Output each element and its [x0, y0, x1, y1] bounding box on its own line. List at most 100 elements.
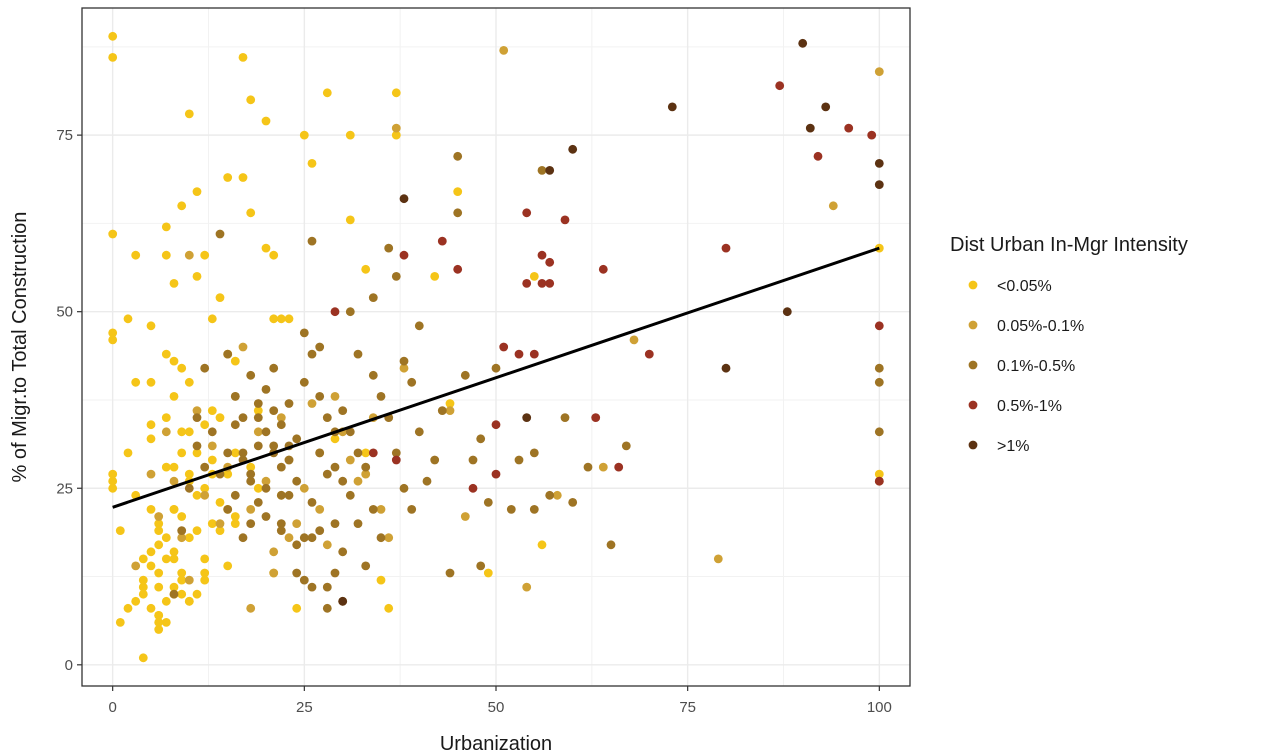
point-0-1-0-5	[345, 490, 355, 500]
point-0-05-0-1	[192, 406, 202, 415]
point-0-05-0-1	[292, 519, 302, 528]
point-gt-1	[805, 123, 815, 133]
legend-key-0-05-0-1	[968, 320, 978, 330]
point-lt-0-05	[215, 413, 225, 422]
point-lt-0-05	[230, 519, 240, 528]
point-lt-0-05	[177, 427, 187, 437]
legend-label-0-1-0-5: 0.1%-0.5%	[997, 358, 1075, 375]
point-0-1-0-5	[276, 462, 286, 472]
point-0-1-0-5	[207, 427, 217, 437]
point-lt-0-05	[138, 575, 148, 585]
point-0-05-0-1	[253, 427, 263, 437]
point-0-05-0-1	[460, 512, 470, 521]
point-lt-0-05	[184, 469, 194, 479]
point-0-5-1	[874, 476, 884, 486]
point-lt-0-05	[123, 314, 133, 324]
point-0-1-0-5	[430, 455, 440, 465]
grid-major	[82, 8, 910, 686]
point-gt-1	[798, 38, 808, 48]
point-lt-0-05	[215, 526, 225, 535]
point-lt-0-05	[192, 589, 202, 599]
point-0-1-0-5	[368, 293, 378, 302]
point-0-05-0-1	[345, 455, 355, 465]
point-lt-0-05	[453, 187, 463, 197]
point-0-1-0-5	[322, 469, 332, 479]
point-lt-0-05	[161, 618, 171, 627]
point-0-1-0-5	[583, 462, 593, 472]
point-lt-0-05	[269, 314, 279, 324]
point-0-1-0-5	[230, 420, 240, 430]
point-lt-0-05	[361, 448, 371, 458]
point-gt-1	[821, 102, 831, 112]
legend-label-0-5-1: 0.5%-1%	[997, 398, 1062, 415]
point-lt-0-05	[154, 625, 164, 634]
legend-title: Dist Urban In-Mgr Intensity	[950, 234, 1188, 256]
point-0-1-0-5	[606, 540, 616, 550]
point-lt-0-05	[230, 448, 240, 458]
point-0-1-0-5	[460, 370, 470, 380]
point-0-05-0-1	[269, 547, 279, 557]
y-axis: 0 25 50 75	[56, 127, 82, 674]
point-0-1-0-5	[407, 505, 417, 514]
point-0-1-0-5	[223, 505, 233, 514]
point-0-05-0-1	[246, 505, 256, 514]
point-0-1-0-5	[453, 208, 463, 218]
point-lt-0-05	[177, 448, 187, 458]
point-0-1-0-5	[307, 533, 317, 543]
point-0-1-0-5	[422, 476, 432, 486]
point-0-1-0-5	[414, 321, 424, 331]
point-0-1-0-5	[330, 519, 340, 528]
point-0-5-1	[537, 250, 547, 260]
point-lt-0-05	[207, 406, 217, 415]
point-0-05-0-1	[353, 476, 363, 486]
point-0-1-0-5	[261, 483, 271, 493]
point-0-05-0-1	[238, 342, 248, 352]
point-0-1-0-5	[307, 349, 317, 359]
point-0-1-0-5	[414, 427, 424, 437]
point-0-1-0-5	[874, 363, 884, 373]
point-0-05-0-1	[399, 363, 409, 373]
point-0-1-0-5	[315, 526, 325, 535]
point-gt-1	[667, 102, 677, 112]
point-lt-0-05	[108, 229, 118, 239]
point-lt-0-05	[230, 512, 240, 521]
point-0-5-1	[545, 279, 555, 288]
point-lt-0-05	[874, 469, 884, 479]
point-0-1-0-5	[261, 427, 271, 437]
point-lt-0-05	[261, 116, 271, 126]
point-0-1-0-5	[491, 363, 501, 373]
point-lt-0-05	[131, 250, 141, 260]
legend-key-0-1-0-5	[968, 360, 978, 370]
point-0-05-0-1	[207, 441, 217, 451]
point-0-05-0-1	[391, 123, 401, 133]
point-lt-0-05	[322, 88, 332, 98]
point-0-1-0-5	[330, 568, 340, 578]
point-0-5-1	[598, 264, 608, 274]
point-0-1-0-5	[223, 448, 233, 458]
point-0-5-1	[514, 349, 524, 359]
point-gt-1	[545, 166, 555, 175]
point-0-1-0-5	[368, 370, 378, 380]
point-0-05-0-1	[269, 568, 279, 578]
point-0-5-1	[844, 123, 854, 133]
point-lt-0-05	[108, 328, 118, 338]
point-0-5-1	[560, 215, 570, 225]
point-0-5-1	[614, 462, 624, 472]
point-0-5-1	[399, 250, 409, 260]
point-lt-0-05	[207, 519, 217, 528]
point-lt-0-05	[361, 264, 371, 274]
point-0-05-0-1	[522, 582, 532, 592]
point-0-05-0-1	[169, 476, 179, 486]
point-0-5-1	[644, 349, 654, 359]
point-0-1-0-5	[345, 307, 355, 317]
point-lt-0-05	[184, 533, 194, 543]
point-lt-0-05	[177, 201, 187, 211]
point-lt-0-05	[276, 314, 286, 324]
point-0-05-0-1	[284, 533, 294, 543]
point-lt-0-05	[161, 554, 171, 564]
point-0-1-0-5	[253, 413, 263, 422]
point-0-1-0-5	[200, 462, 210, 472]
point-lt-0-05	[146, 434, 156, 444]
point-lt-0-05	[108, 335, 118, 345]
plot-panel	[81, 7, 911, 687]
